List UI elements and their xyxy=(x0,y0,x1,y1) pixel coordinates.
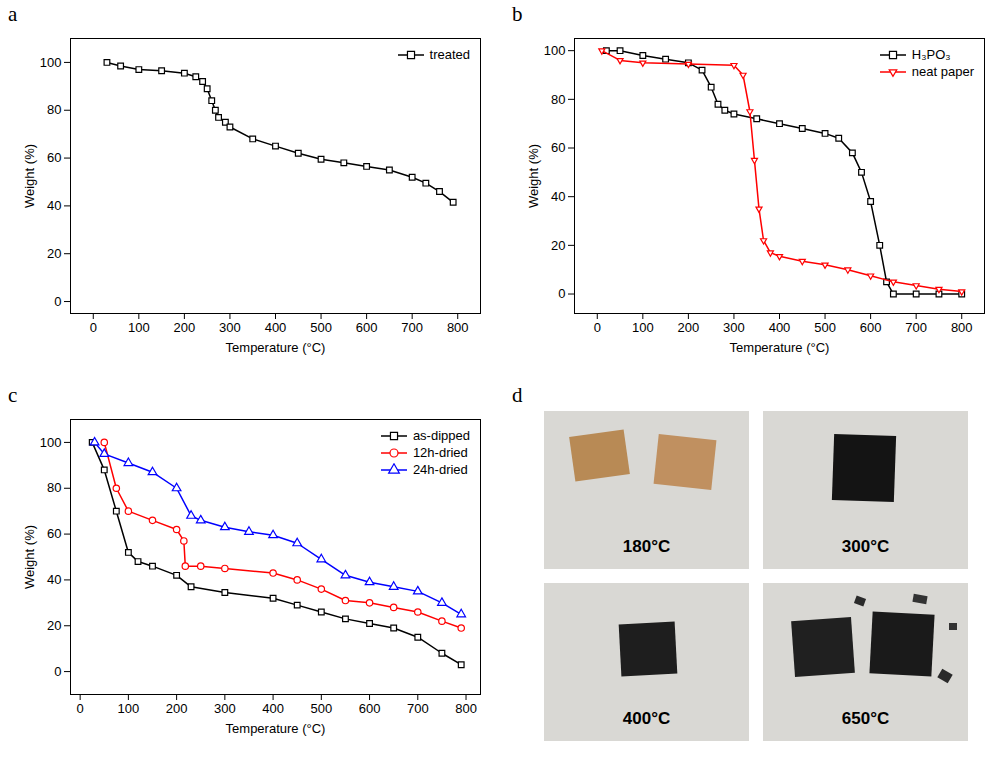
html-text:a: a xyxy=(8,2,18,26)
svg-text:800: 800 xyxy=(455,701,477,716)
svg-text:100: 100 xyxy=(40,435,62,450)
svg-text:600: 600 xyxy=(359,701,381,716)
html-text:650°C: 650°C xyxy=(841,709,890,728)
svg-text:200: 200 xyxy=(174,320,196,335)
svg-text:20: 20 xyxy=(551,238,565,253)
html-text:300°C: 300°C xyxy=(841,537,890,556)
html-text:12h-dried: 12h-dried xyxy=(412,445,468,460)
svg-text:Weight (%): Weight (%) xyxy=(526,144,541,208)
html-text:180°C: 180°C xyxy=(622,537,671,556)
svg-text:400: 400 xyxy=(262,701,284,716)
svg-text:400: 400 xyxy=(265,320,287,335)
html-text:b: b xyxy=(512,2,523,26)
svg-text:300: 300 xyxy=(214,701,236,716)
svg-text:100: 100 xyxy=(128,320,150,335)
html-text:treated: treated xyxy=(429,47,470,62)
svg-text:500: 500 xyxy=(814,320,836,335)
svg-text:80: 80 xyxy=(47,480,61,495)
svg-text:200: 200 xyxy=(166,701,188,716)
svg-text:Temperature (°C): Temperature (°C) xyxy=(730,340,830,355)
svg-text:Temperature (°C): Temperature (°C) xyxy=(226,721,326,736)
svg-text:80: 80 xyxy=(47,102,61,117)
svg-text:100: 100 xyxy=(40,55,62,70)
svg-text:20: 20 xyxy=(47,618,61,633)
html-text:neat paper: neat paper xyxy=(911,64,974,79)
svg-text:300: 300 xyxy=(723,320,745,335)
html-text:H₃PO₃: H₃PO₃ xyxy=(911,47,951,62)
svg-text:0: 0 xyxy=(558,286,565,301)
svg-text:700: 700 xyxy=(407,701,429,716)
svg-text:0: 0 xyxy=(54,294,61,309)
svg-text:Weight (%): Weight (%) xyxy=(22,144,37,208)
svg-text:700: 700 xyxy=(401,320,423,335)
svg-text:40: 40 xyxy=(551,189,565,204)
svg-text:100: 100 xyxy=(632,320,654,335)
svg-text:500: 500 xyxy=(310,320,332,335)
html-text:d: d xyxy=(512,383,523,407)
svg-text:200: 200 xyxy=(678,320,700,335)
html-text:400°C: 400°C xyxy=(622,709,671,728)
svg-text:0: 0 xyxy=(54,664,61,679)
html-text:c: c xyxy=(8,383,18,407)
svg-text:20: 20 xyxy=(47,246,61,261)
svg-text:Temperature (°C): Temperature (°C) xyxy=(226,340,326,355)
svg-text:0: 0 xyxy=(594,320,601,335)
html-text:as-dipped: as-dipped xyxy=(412,428,470,443)
svg-text:400: 400 xyxy=(769,320,791,335)
svg-text:800: 800 xyxy=(951,320,973,335)
svg-text:40: 40 xyxy=(47,198,61,213)
svg-text:Weight (%): Weight (%) xyxy=(22,525,37,589)
svg-text:100: 100 xyxy=(118,701,140,716)
svg-text:0: 0 xyxy=(77,701,84,716)
svg-text:60: 60 xyxy=(47,526,61,541)
svg-text:60: 60 xyxy=(551,140,565,155)
svg-text:60: 60 xyxy=(47,150,61,165)
svg-text:600: 600 xyxy=(860,320,882,335)
html-text:24h-dried: 24h-dried xyxy=(412,462,468,477)
svg-text:80: 80 xyxy=(551,92,565,107)
svg-text:100: 100 xyxy=(544,43,566,58)
svg-text:40: 40 xyxy=(47,572,61,587)
svg-text:700: 700 xyxy=(905,320,927,335)
svg-text:600: 600 xyxy=(356,320,378,335)
svg-text:500: 500 xyxy=(310,701,332,716)
svg-text:0: 0 xyxy=(90,320,97,335)
svg-text:300: 300 xyxy=(219,320,241,335)
svg-text:800: 800 xyxy=(447,320,469,335)
